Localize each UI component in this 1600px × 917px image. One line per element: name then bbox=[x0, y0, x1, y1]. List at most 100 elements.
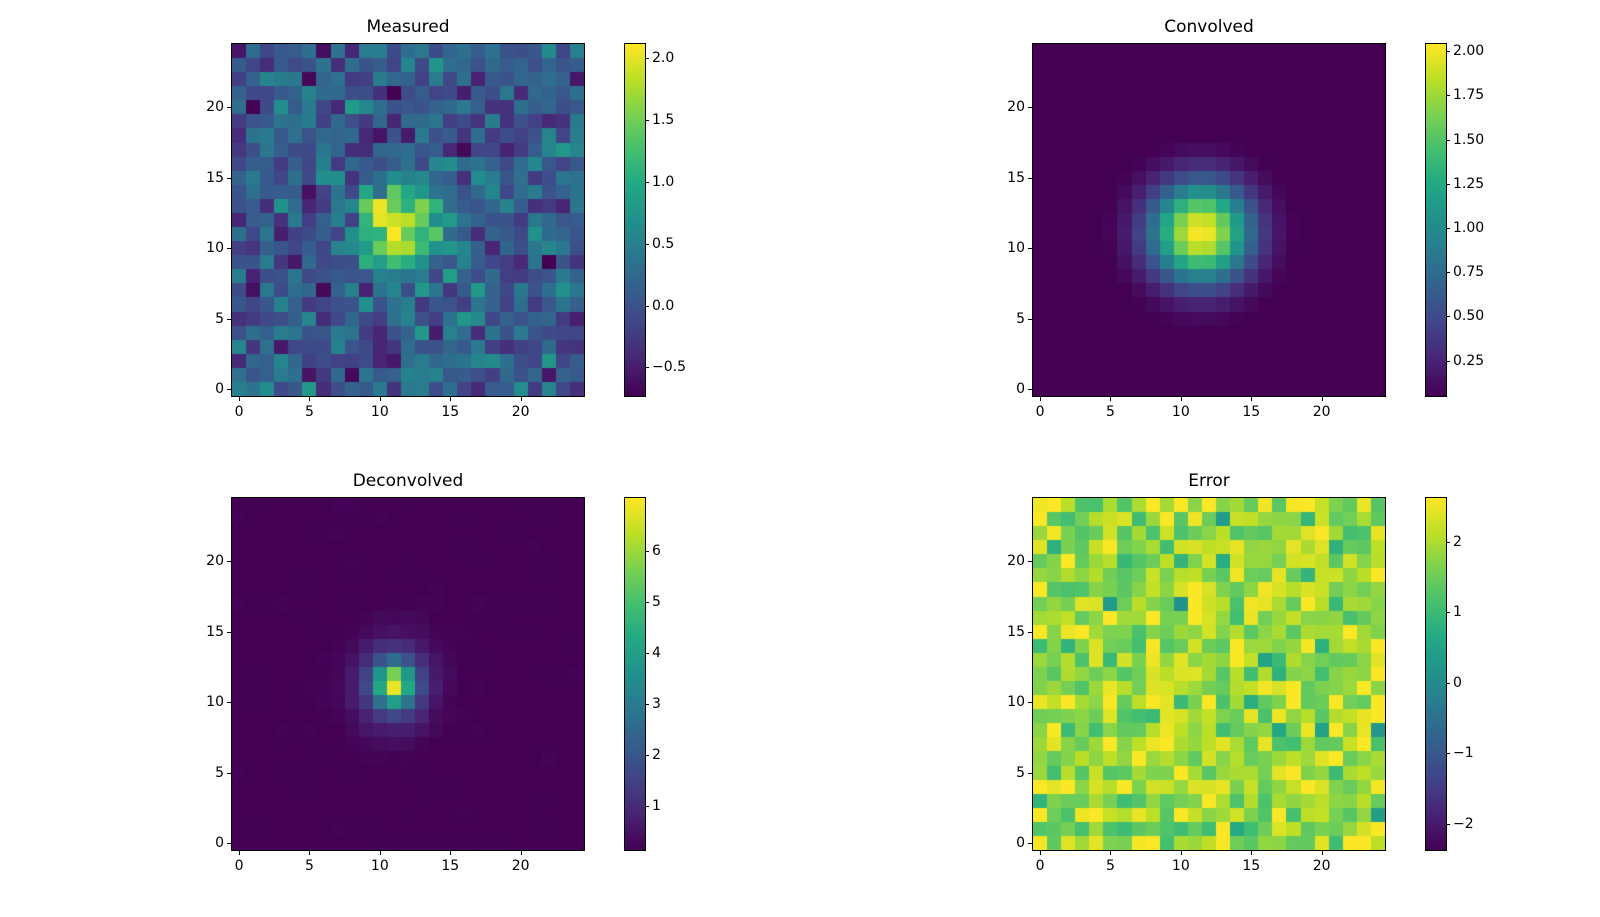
x-tick-mark bbox=[239, 851, 241, 855]
heatmap-convolved: 0 5 10 15 20 0 5 10 15 20 bbox=[1007, 43, 1386, 420]
colorbar-tick-label: 3 bbox=[652, 696, 661, 713]
colorbar-tick-label: 1.5 bbox=[652, 111, 675, 128]
subplot-error: Error 0 5 10 15 20 0 5 10 15 20 2 1 0 −1 −2 bbox=[1007, 471, 1600, 917]
colorbar-tick-label: 5 bbox=[652, 594, 661, 611]
colorbar-tick-mark bbox=[1446, 823, 1450, 825]
x-tick-label: 5 bbox=[1105, 404, 1115, 420]
heatmap-canvas-deconvolved bbox=[232, 498, 584, 850]
x-tick-mark bbox=[1040, 397, 1042, 401]
heatmap-canvas-error bbox=[1033, 498, 1385, 850]
x-tick-label: 0 bbox=[234, 404, 244, 420]
colorbar-tick-label: 2 bbox=[652, 747, 661, 764]
y-tick-mark bbox=[227, 318, 231, 320]
x-tick-mark bbox=[1321, 397, 1323, 401]
colorbar-tick-mark bbox=[645, 653, 649, 655]
colorbar-tick-label: 2.0 bbox=[652, 49, 675, 66]
colorbar-tick-label: 1 bbox=[1453, 604, 1462, 621]
colorbar-tick-mark bbox=[1446, 183, 1450, 185]
colorbar-tick-label: 1.50 bbox=[1453, 131, 1485, 148]
colorbar-tick-mark bbox=[645, 755, 649, 757]
y-tick-mark bbox=[1028, 772, 1032, 774]
colorbar-tick-mark bbox=[1446, 753, 1450, 755]
colorbar-tick-mark bbox=[645, 119, 649, 121]
x-tick-mark bbox=[379, 397, 381, 401]
x-tick-label: 20 bbox=[1312, 404, 1331, 420]
y-tick-mark bbox=[1028, 107, 1032, 109]
x-tick-label: 10 bbox=[370, 404, 389, 420]
colorbar-error: 2 1 0 −1 −2 bbox=[1425, 497, 1474, 851]
colorbar-tick-label: 0.50 bbox=[1453, 308, 1485, 325]
heatmap-canvas-convolved bbox=[1033, 44, 1385, 396]
y-tick-mark bbox=[1028, 631, 1032, 633]
colorbar-tick-label: 0.5 bbox=[652, 235, 675, 252]
y-tick-mark bbox=[1028, 561, 1032, 563]
colorbar-tick-mark bbox=[645, 806, 649, 808]
y-tick-label: 15 bbox=[206, 623, 224, 640]
x-tick-mark bbox=[309, 397, 311, 401]
y-tick-mark bbox=[227, 561, 231, 563]
colorbar-tick-mark bbox=[1446, 272, 1450, 274]
colorbar-tick-mark bbox=[1446, 51, 1450, 53]
colorbar-tick-label: 1.75 bbox=[1453, 87, 1485, 104]
x-tick-label: 5 bbox=[304, 404, 314, 420]
x-tick-mark bbox=[1180, 397, 1182, 401]
colorbar-gradient-deconvolved bbox=[625, 498, 645, 850]
colorbar-tick-label: 1.25 bbox=[1453, 175, 1485, 192]
x-tick-label: 15 bbox=[441, 404, 460, 420]
colorbar-deconvolved: 6 5 4 3 2 1 bbox=[624, 497, 661, 851]
plot-title-measured: Measured bbox=[366, 17, 450, 37]
x-tick-mark bbox=[520, 397, 522, 401]
y-tick-label: 20 bbox=[206, 553, 224, 570]
colorbar-tick-mark bbox=[1446, 316, 1450, 318]
heatmap-measured: 0 5 10 15 20 0 5 10 15 20 bbox=[206, 43, 585, 420]
y-tick-label: 15 bbox=[206, 169, 224, 186]
colorbar-tick-label: 0 bbox=[1453, 674, 1462, 691]
y-tick-mark bbox=[1028, 842, 1032, 844]
colorbar-tick-label: 1 bbox=[652, 798, 661, 815]
colorbar-tick-label: 1.00 bbox=[1453, 219, 1485, 236]
x-tick-mark bbox=[379, 851, 381, 855]
x-tick-label: 20 bbox=[511, 404, 530, 420]
colorbar-tick-mark bbox=[645, 57, 649, 59]
colorbar-tick-mark bbox=[645, 704, 649, 706]
colorbar-tick-label: 0.0 bbox=[652, 297, 675, 314]
y-tick-label: 5 bbox=[1016, 310, 1025, 327]
colorbar-tick-mark bbox=[1446, 612, 1450, 614]
y-tick-label: 20 bbox=[1007, 99, 1025, 116]
colorbar-gradient-error bbox=[1426, 498, 1446, 850]
colorbar-tick-mark bbox=[645, 367, 649, 369]
y-tick-label: 0 bbox=[1016, 834, 1025, 851]
x-tick-label: 0 bbox=[234, 858, 244, 874]
x-tick-label: 15 bbox=[1242, 858, 1261, 874]
colorbar-tick-mark bbox=[645, 243, 649, 245]
colorbar-gradient-measured bbox=[625, 44, 645, 396]
x-tick-label: 10 bbox=[1171, 404, 1190, 420]
heatmap-error: 0 5 10 15 20 0 5 10 15 20 bbox=[1007, 497, 1386, 874]
colorbar-tick-mark bbox=[1446, 360, 1450, 362]
y-tick-label: 20 bbox=[206, 99, 224, 116]
x-tick-label: 10 bbox=[370, 858, 389, 874]
colorbar-measured: 2.0 1.5 1.0 0.5 0.0 −0.5 bbox=[624, 43, 686, 397]
colorbar-tick-mark bbox=[1446, 541, 1450, 543]
subplot-deconvolved: Deconvolved 0 5 10 15 20 0 5 10 15 20 6 5 4 3 2 1 bbox=[206, 471, 931, 917]
x-tick-mark bbox=[1040, 851, 1042, 855]
colorbar-tick-mark bbox=[1446, 227, 1450, 229]
y-tick-mark bbox=[227, 248, 231, 250]
plot-title-deconvolved: Deconvolved bbox=[352, 471, 464, 491]
colorbar-tick-mark bbox=[645, 602, 649, 604]
colorbar-tick-label: −2 bbox=[1453, 815, 1474, 832]
y-tick-mark bbox=[227, 388, 231, 390]
colorbar-tick-mark bbox=[1446, 139, 1450, 141]
y-tick-label: 10 bbox=[1007, 694, 1025, 711]
colorbar-tick-label: 2.00 bbox=[1453, 43, 1485, 60]
y-tick-label: 10 bbox=[206, 240, 224, 257]
colorbar-tick-mark bbox=[1446, 682, 1450, 684]
y-tick-label: 10 bbox=[206, 694, 224, 711]
y-tick-label: 5 bbox=[215, 310, 224, 327]
subplot-measured: Measured 0 5 10 15 20 0 5 10 15 20 2.0 1.5 1.0 0.5 0.… bbox=[206, 17, 931, 463]
y-tick-label: 5 bbox=[215, 764, 224, 781]
x-tick-label: 15 bbox=[441, 858, 460, 874]
x-tick-mark bbox=[450, 851, 452, 855]
colorbar-tick-label: 2 bbox=[1453, 533, 1462, 550]
colorbar-tick-mark bbox=[645, 305, 649, 307]
